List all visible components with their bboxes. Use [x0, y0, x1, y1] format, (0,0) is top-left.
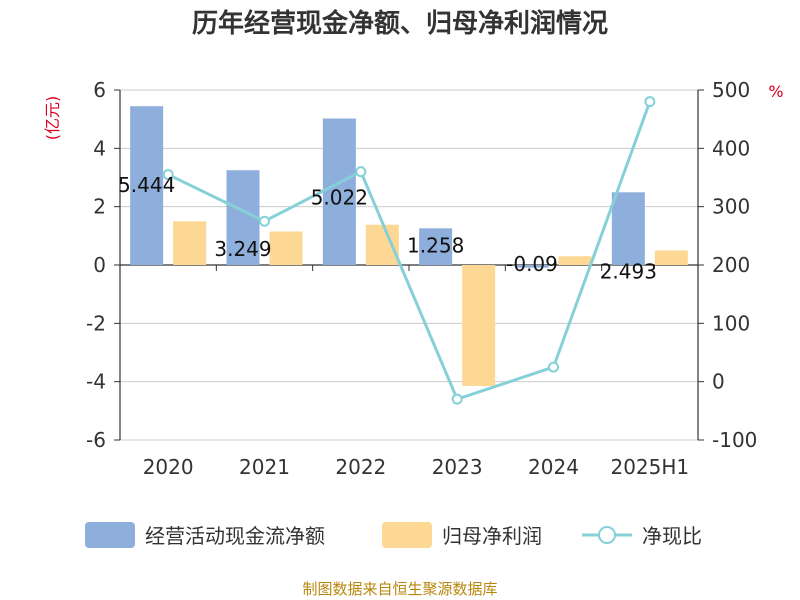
ratio-point: [355, 166, 367, 178]
left-tick-label: -4: [86, 370, 106, 394]
right-axis-unit: %: [768, 82, 783, 101]
category-label: 2021: [239, 455, 290, 479]
legend-swatch-profit: [382, 522, 432, 548]
ratio-line-path: [167, 101, 652, 402]
profit-bar: [462, 265, 496, 387]
right-tick-label: 100: [712, 311, 750, 335]
cashflow-bar: [515, 265, 549, 268]
category-label: 2024: [528, 455, 579, 479]
bars: [130, 106, 688, 387]
source-note: 制图数据来自恒生聚源数据库: [302, 580, 497, 598]
profit-bar: [558, 256, 592, 265]
cashflow-data-label: -0.09: [506, 252, 558, 276]
right-tick-label: 200: [712, 253, 750, 277]
cashflow-data-label: 1.258: [407, 233, 464, 257]
right-tick-label: -100: [712, 428, 757, 452]
cashflow-data-label: 5.022: [311, 186, 368, 210]
legend-label-profit: 归母净利润: [442, 524, 542, 548]
chart-title: 历年经营现金净额、归母净利润情况: [192, 8, 608, 39]
cashflow-bar: [611, 192, 645, 265]
ratio-point: [451, 393, 463, 405]
axes: -6 -4 -2 0 2 4 6 -100 0 100 200 300 400 500 2020 2021 20…: [86, 78, 757, 479]
right-tick-label: 400: [712, 136, 750, 160]
cashflow-data-label: 2.493: [600, 259, 657, 283]
right-tick-label: 0: [712, 370, 725, 394]
cashflow-bar: [419, 228, 453, 265]
cashflow-bar: [130, 106, 164, 265]
data-labels: 5.444 3.249 5.022 1.258 -0.09 2.493: [118, 173, 657, 283]
legend: 经营活动现金流净额 归母净利润 净现比: [85, 522, 702, 548]
profit-bar: [365, 224, 399, 265]
left-tick-label: 4: [93, 136, 106, 160]
left-tick-label: 0: [93, 253, 106, 277]
right-tick-label: 500: [712, 78, 750, 102]
profit-bar: [173, 221, 207, 265]
category-label: 2023: [432, 455, 483, 479]
left-tick-label: -6: [86, 428, 106, 452]
profit-bar: [654, 250, 688, 265]
category-label: 2020: [143, 455, 194, 479]
legend-swatch-cashflow: [85, 522, 135, 548]
right-tick-label: 300: [712, 195, 750, 219]
left-tick-label: 2: [93, 195, 106, 219]
cashflow-bar: [322, 118, 356, 266]
ratio-line: [162, 96, 656, 405]
legend-swatch-ratio-marker: [598, 526, 616, 544]
left-axis-unit: (亿元): [43, 96, 62, 141]
cashflow-data-label: 3.249: [214, 237, 271, 261]
ratio-point: [162, 169, 174, 181]
legend-label-ratio: 净现比: [642, 524, 702, 548]
category-label: 2022: [335, 455, 386, 479]
profit-bar: [269, 231, 303, 265]
category-label: 2025H1: [610, 455, 689, 479]
cashflow-data-label: 5.444: [118, 173, 175, 197]
legend-label-cashflow: 经营活动现金流净额: [145, 524, 325, 548]
ratio-point: [548, 361, 559, 373]
ratio-point: [259, 215, 270, 227]
left-tick-label: -2: [86, 311, 106, 335]
left-tick-label: 6: [93, 78, 106, 102]
ratio-point: [644, 96, 656, 108]
